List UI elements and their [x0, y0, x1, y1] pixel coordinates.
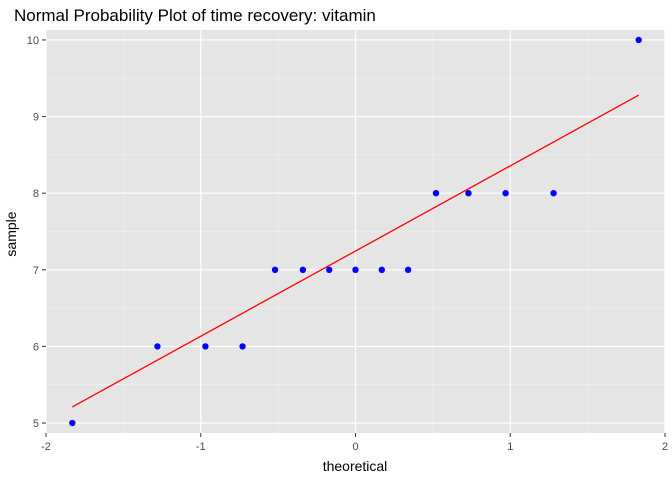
data-point	[154, 343, 161, 350]
y-tick-label: 9	[33, 112, 39, 124]
x-tick-label: 1	[507, 441, 513, 453]
y-tick-label: 10	[27, 35, 39, 47]
data-point	[404, 266, 412, 274]
y-axis-title: sample	[3, 211, 19, 256]
data-point	[271, 266, 279, 274]
major-grid	[45, 30, 666, 433]
data-point	[239, 343, 246, 350]
x-tick-label: 2	[662, 441, 668, 453]
data-point	[299, 266, 307, 274]
data-point	[325, 266, 333, 274]
data-point	[352, 266, 359, 274]
data-point	[378, 266, 386, 274]
data-point	[202, 343, 209, 350]
qq-reference-line	[71, 94, 640, 408]
y-tick-label: 7	[33, 265, 39, 277]
data-point	[502, 189, 509, 197]
chart-title: Normal Probability Plot of time recovery…	[14, 6, 376, 25]
axis-ticks	[42, 39, 666, 437]
series-layer	[69, 36, 642, 427]
x-tick-label: -1	[196, 441, 206, 453]
x-tick-label: 0	[352, 441, 358, 453]
y-tick-label: 5	[33, 418, 39, 430]
x-tick-label: -2	[41, 441, 51, 453]
data-point	[550, 189, 557, 197]
data-point	[635, 36, 642, 44]
axis-tick-labels: -2 -1 0 1 2 5 6 7 8 9 10	[27, 35, 668, 453]
y-tick-label: 6	[33, 341, 39, 353]
data-point	[432, 189, 440, 197]
x-axis-title: theoretical	[323, 458, 388, 474]
data-point	[465, 189, 472, 197]
data-point	[69, 419, 76, 427]
y-tick-label: 8	[33, 188, 39, 200]
